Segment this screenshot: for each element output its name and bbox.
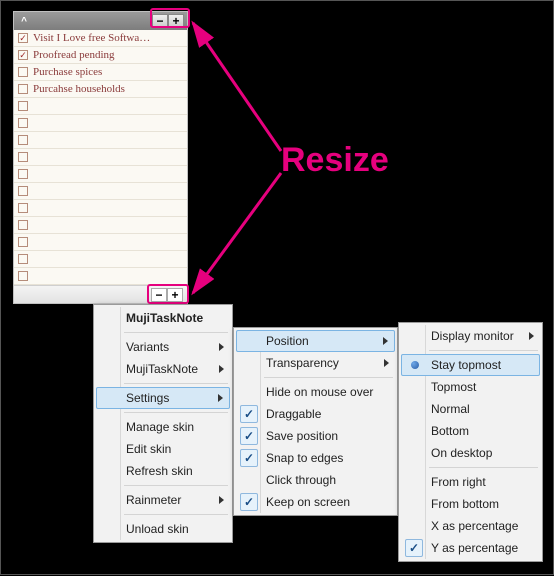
task-checkbox[interactable] — [18, 101, 28, 111]
menu-item-variants[interactable]: Variants — [96, 336, 230, 358]
footer-minus-button[interactable]: − — [151, 288, 167, 302]
submenu-arrow-icon — [219, 496, 224, 504]
task-row[interactable]: Purchase spices — [14, 64, 187, 81]
task-checkbox[interactable] — [18, 67, 28, 77]
check-icon: ✓ — [405, 539, 423, 557]
task-row[interactable] — [14, 234, 187, 251]
collapse-button[interactable]: ^ — [17, 14, 31, 28]
check-icon: ✓ — [240, 449, 258, 467]
menu-item-on-desktop[interactable]: On desktop — [401, 442, 540, 464]
task-checkbox[interactable] — [18, 118, 28, 128]
check-icon: ✓ — [240, 427, 258, 445]
task-checkbox[interactable] — [18, 237, 28, 247]
task-row[interactable] — [14, 149, 187, 166]
task-row[interactable]: ✓ Visit I Love free Softwa… — [14, 30, 187, 47]
menu-separator — [429, 467, 538, 468]
context-menu-position[interactable]: Display monitor Stay topmost Topmost Nor… — [398, 322, 543, 562]
context-menu-settings[interactable]: Position Transparency Hide on mouse over… — [233, 327, 398, 516]
menu-separator — [264, 377, 393, 378]
menu-item-manage-skin[interactable]: Manage skin — [96, 416, 230, 438]
menu-item-normal[interactable]: Normal — [401, 398, 540, 420]
header-minus-button[interactable]: − — [152, 14, 168, 28]
task-checkbox[interactable] — [18, 84, 28, 94]
task-checkbox[interactable] — [18, 271, 28, 281]
task-row[interactable] — [14, 200, 187, 217]
menu-item-x-as-percentage[interactable]: X as percentage — [401, 515, 540, 537]
menu-item-from-bottom[interactable]: From bottom — [401, 493, 540, 515]
check-icon: ✓ — [240, 405, 258, 423]
menu-item-muji[interactable]: MujiTaskNote — [96, 358, 230, 380]
task-row[interactable] — [14, 98, 187, 115]
menu-separator — [124, 332, 228, 333]
menu-item-from-right[interactable]: From right — [401, 471, 540, 493]
resize-annotation-label: Resize — [281, 141, 389, 180]
menu-separator — [124, 412, 228, 413]
task-row[interactable] — [14, 251, 187, 268]
check-icon: ✓ — [240, 493, 258, 511]
submenu-arrow-icon — [383, 337, 388, 345]
menu-separator — [124, 514, 228, 515]
menu-item-y-as-percentage[interactable]: ✓Y as percentage — [401, 537, 540, 559]
menu-item-draggable[interactable]: ✓Draggable — [236, 403, 395, 425]
submenu-arrow-icon — [218, 394, 223, 402]
note-footer: − + — [14, 285, 187, 303]
menu-item-transparency[interactable]: Transparency — [236, 352, 395, 374]
submenu-arrow-icon — [219, 365, 224, 373]
menu-item-rainmeter[interactable]: Rainmeter — [96, 489, 230, 511]
task-row[interactable]: Purcahse households — [14, 81, 187, 98]
task-checkbox[interactable]: ✓ — [18, 50, 28, 60]
task-checkbox[interactable] — [18, 135, 28, 145]
task-row[interactable] — [14, 132, 187, 149]
menu-item-refresh-skin[interactable]: Refresh skin — [96, 460, 230, 482]
footer-plus-button[interactable]: + — [167, 288, 183, 302]
menu-separator — [429, 350, 538, 351]
task-row[interactable] — [14, 166, 187, 183]
menu-item-bottom[interactable]: Bottom — [401, 420, 540, 442]
task-row[interactable]: ✓ Proofread pending — [14, 47, 187, 64]
task-checkbox[interactable] — [18, 254, 28, 264]
menu-item-edit-skin[interactable]: Edit skin — [96, 438, 230, 460]
header-resize-controls: − + — [152, 14, 184, 28]
task-checkbox[interactable] — [18, 203, 28, 213]
context-menu-main[interactable]: MujiTaskNote Variants MujiTaskNote Setti… — [93, 304, 233, 543]
menu-item-hide-on-mouse-over[interactable]: Hide on mouse over — [236, 381, 395, 403]
submenu-arrow-icon — [219, 343, 224, 351]
task-text: Purchase spices — [33, 66, 102, 78]
task-checkbox[interactable] — [18, 220, 28, 230]
radio-dot-icon — [411, 361, 419, 369]
task-row[interactable] — [14, 217, 187, 234]
submenu-arrow-icon — [529, 332, 534, 340]
menu-item-position[interactable]: Position — [236, 330, 395, 352]
menu-item-keep-on-screen[interactable]: ✓Keep on screen — [236, 491, 395, 513]
task-checkbox[interactable]: ✓ — [18, 33, 28, 43]
task-checkbox[interactable] — [18, 186, 28, 196]
task-checkbox[interactable] — [18, 152, 28, 162]
task-checkbox[interactable] — [18, 169, 28, 179]
menu-item-stay-topmost[interactable]: Stay topmost — [401, 354, 540, 376]
task-row[interactable] — [14, 268, 187, 285]
menu-item-snap-to-edges[interactable]: ✓Snap to edges — [236, 447, 395, 469]
task-note-widget[interactable]: ^ − + ✓ Visit I Love free Softwa… ✓ Proofre… — [13, 11, 188, 304]
task-row[interactable] — [14, 183, 187, 200]
header-plus-button[interactable]: + — [168, 14, 184, 28]
menu-separator — [124, 383, 228, 384]
menu-separator — [124, 485, 228, 486]
menu-item-click-through[interactable]: Click through — [236, 469, 395, 491]
menu-item-topmost[interactable]: Topmost — [401, 376, 540, 398]
menu-item-settings[interactable]: Settings — [96, 387, 230, 409]
menu-title: MujiTaskNote — [96, 307, 230, 329]
task-text: Visit I Love free Softwa… — [33, 32, 150, 44]
task-list: ✓ Visit I Love free Softwa… ✓ Proofread pen… — [14, 30, 187, 285]
note-header[interactable]: ^ − + — [14, 12, 187, 30]
menu-item-unload-skin[interactable]: Unload skin — [96, 518, 230, 540]
menu-item-save-position[interactable]: ✓Save position — [236, 425, 395, 447]
submenu-arrow-icon — [384, 359, 389, 367]
menu-item-display-monitor[interactable]: Display monitor — [401, 325, 540, 347]
task-row[interactable] — [14, 115, 187, 132]
task-text: Proofread pending — [33, 49, 115, 61]
task-text: Purcahse households — [33, 83, 125, 95]
